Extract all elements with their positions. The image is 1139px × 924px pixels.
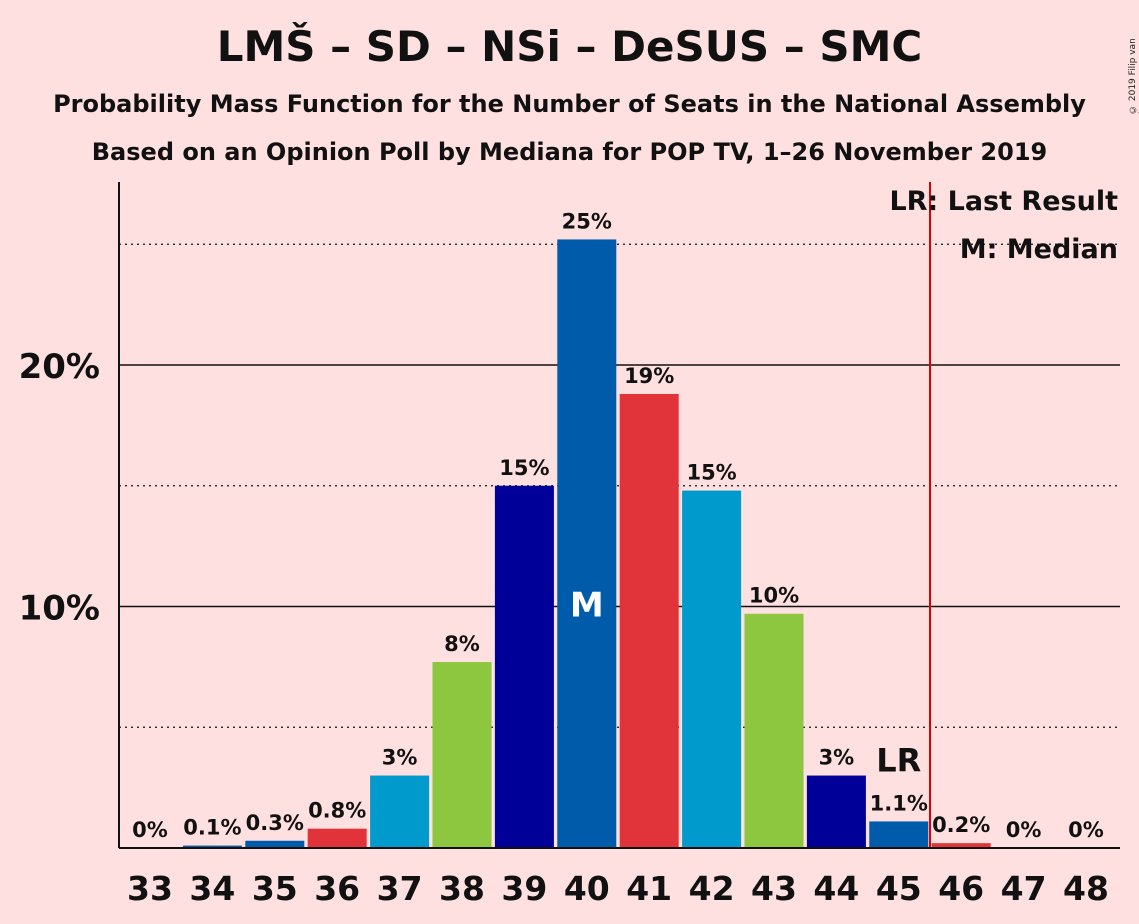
x-tick-label: 44 bbox=[813, 869, 859, 908]
bar-seat-38 bbox=[432, 662, 492, 848]
bar-seat-35 bbox=[245, 840, 305, 848]
bar-value-label: 3% bbox=[382, 746, 418, 770]
bar-value-label: 0% bbox=[1068, 818, 1104, 842]
bar-value-label: 19% bbox=[624, 364, 674, 388]
x-tick-label: 33 bbox=[127, 869, 173, 908]
bar-value-label: 0% bbox=[132, 818, 168, 842]
bar-value-label: 0.3% bbox=[246, 811, 304, 835]
last-result-marker: LR bbox=[876, 741, 921, 779]
x-tick-label: 34 bbox=[189, 869, 235, 908]
bar-seat-44 bbox=[806, 775, 866, 848]
x-tick-label: 36 bbox=[314, 869, 360, 908]
bar-value-label: 10% bbox=[749, 584, 799, 608]
x-tick-label: 41 bbox=[626, 869, 672, 908]
y-tick-label: 10% bbox=[19, 589, 100, 629]
x-tick-label: 45 bbox=[876, 869, 922, 908]
x-tick-label: 48 bbox=[1063, 869, 1109, 908]
bar-value-label: 15% bbox=[686, 461, 736, 485]
median-marker: M bbox=[570, 586, 604, 626]
bar-seat-40 bbox=[557, 239, 617, 849]
y-tick-label: 20% bbox=[19, 347, 100, 387]
bar-seat-43 bbox=[744, 613, 804, 848]
chart-subtitle-poll-type: Probability Mass Function for the Number… bbox=[53, 90, 1086, 118]
legend-last-result: LR: Last Result bbox=[889, 186, 1118, 217]
bar-value-label: 15% bbox=[499, 456, 549, 480]
bar-value-label: 25% bbox=[562, 209, 612, 233]
x-tick-label: 38 bbox=[439, 869, 485, 908]
bar-seat-42 bbox=[682, 490, 742, 848]
bar-value-label: 8% bbox=[444, 632, 480, 656]
bar-seat-37 bbox=[370, 775, 430, 848]
bar-value-label: 0.1% bbox=[183, 816, 241, 840]
x-tick-label: 35 bbox=[252, 869, 298, 908]
bar-seat-46 bbox=[931, 843, 991, 848]
bar-value-label: 3% bbox=[819, 746, 855, 770]
bar-seat-41 bbox=[619, 393, 679, 848]
bar-seat-36 bbox=[307, 828, 367, 848]
bar-value-label: 0.8% bbox=[308, 799, 366, 823]
bar-value-label: 1.1% bbox=[870, 791, 928, 815]
chart-subtitle-source: Based on an Opinion Poll by Mediana for … bbox=[91, 138, 1048, 166]
legend-median: M: Median bbox=[960, 234, 1118, 265]
x-tick-label: 46 bbox=[938, 869, 984, 908]
x-tick-label: 42 bbox=[689, 869, 735, 908]
x-tick-label: 39 bbox=[501, 869, 547, 908]
x-tick-label: 37 bbox=[377, 869, 423, 908]
x-tick-label: 40 bbox=[564, 869, 610, 908]
bar-seat-45 bbox=[869, 821, 929, 848]
chart-title: LMŠ – SD – NSi – DeSUS – SMC bbox=[216, 22, 923, 71]
bar-seat-34 bbox=[182, 845, 242, 848]
bar-value-label: 0% bbox=[1006, 818, 1042, 842]
x-tick-label: 43 bbox=[751, 869, 797, 908]
bar-seat-39 bbox=[494, 485, 554, 848]
bar-value-label: 0.2% bbox=[932, 813, 990, 837]
x-tick-label: 47 bbox=[1001, 869, 1047, 908]
